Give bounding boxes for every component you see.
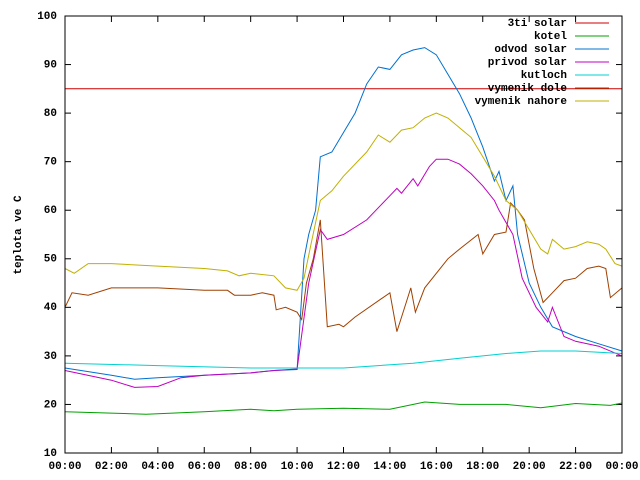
x-tick-label: 22:00 (559, 461, 592, 473)
y-tick-label: 40 (44, 302, 57, 314)
x-tick-label: 06:00 (188, 461, 221, 473)
y-tick-label: 60 (44, 205, 57, 217)
plot-frame (64, 15, 623, 454)
legend-label: kutloch (521, 70, 567, 82)
x-tick-label: 00:00 (605, 461, 638, 473)
y-tick-label: 90 (44, 59, 57, 71)
series-line (64, 401, 623, 415)
y-tick-label: 30 (44, 351, 57, 363)
x-tick-label: 12:00 (327, 461, 360, 473)
x-tick-label: 16:00 (420, 461, 453, 473)
series-line (64, 201, 623, 332)
legend-label: vymenik dole (488, 83, 568, 95)
x-tick-label: 14:00 (373, 461, 406, 473)
y-axis-label: teplota ve C (13, 195, 25, 275)
legend-label: odvod solar (494, 44, 567, 56)
y-tick-label: 70 (44, 157, 57, 169)
legend-label: privod solar (488, 57, 567, 69)
x-tick-label: 18:00 (466, 461, 499, 473)
y-tick-label: 10 (44, 448, 57, 460)
series-line (64, 350, 623, 369)
legend-label: 3ti solar (508, 18, 567, 30)
series-line (64, 158, 623, 388)
legend-label: kotel (534, 31, 567, 43)
x-tick-label: 02:00 (95, 461, 128, 473)
y-tick-label: 20 (44, 399, 57, 411)
x-tick-label: 04:00 (141, 461, 174, 473)
x-tick-label: 08:00 (234, 461, 267, 473)
y-tick-label: 100 (37, 11, 57, 23)
series-line (64, 112, 623, 291)
y-tick-label: 80 (44, 108, 57, 120)
x-tick-label: 00:00 (48, 461, 81, 473)
legend-label: vymenik nahore (475, 96, 568, 108)
x-tick-label: 20:00 (513, 461, 546, 473)
y-tick-label: 50 (44, 254, 57, 266)
x-tick-label: 10:00 (281, 461, 314, 473)
